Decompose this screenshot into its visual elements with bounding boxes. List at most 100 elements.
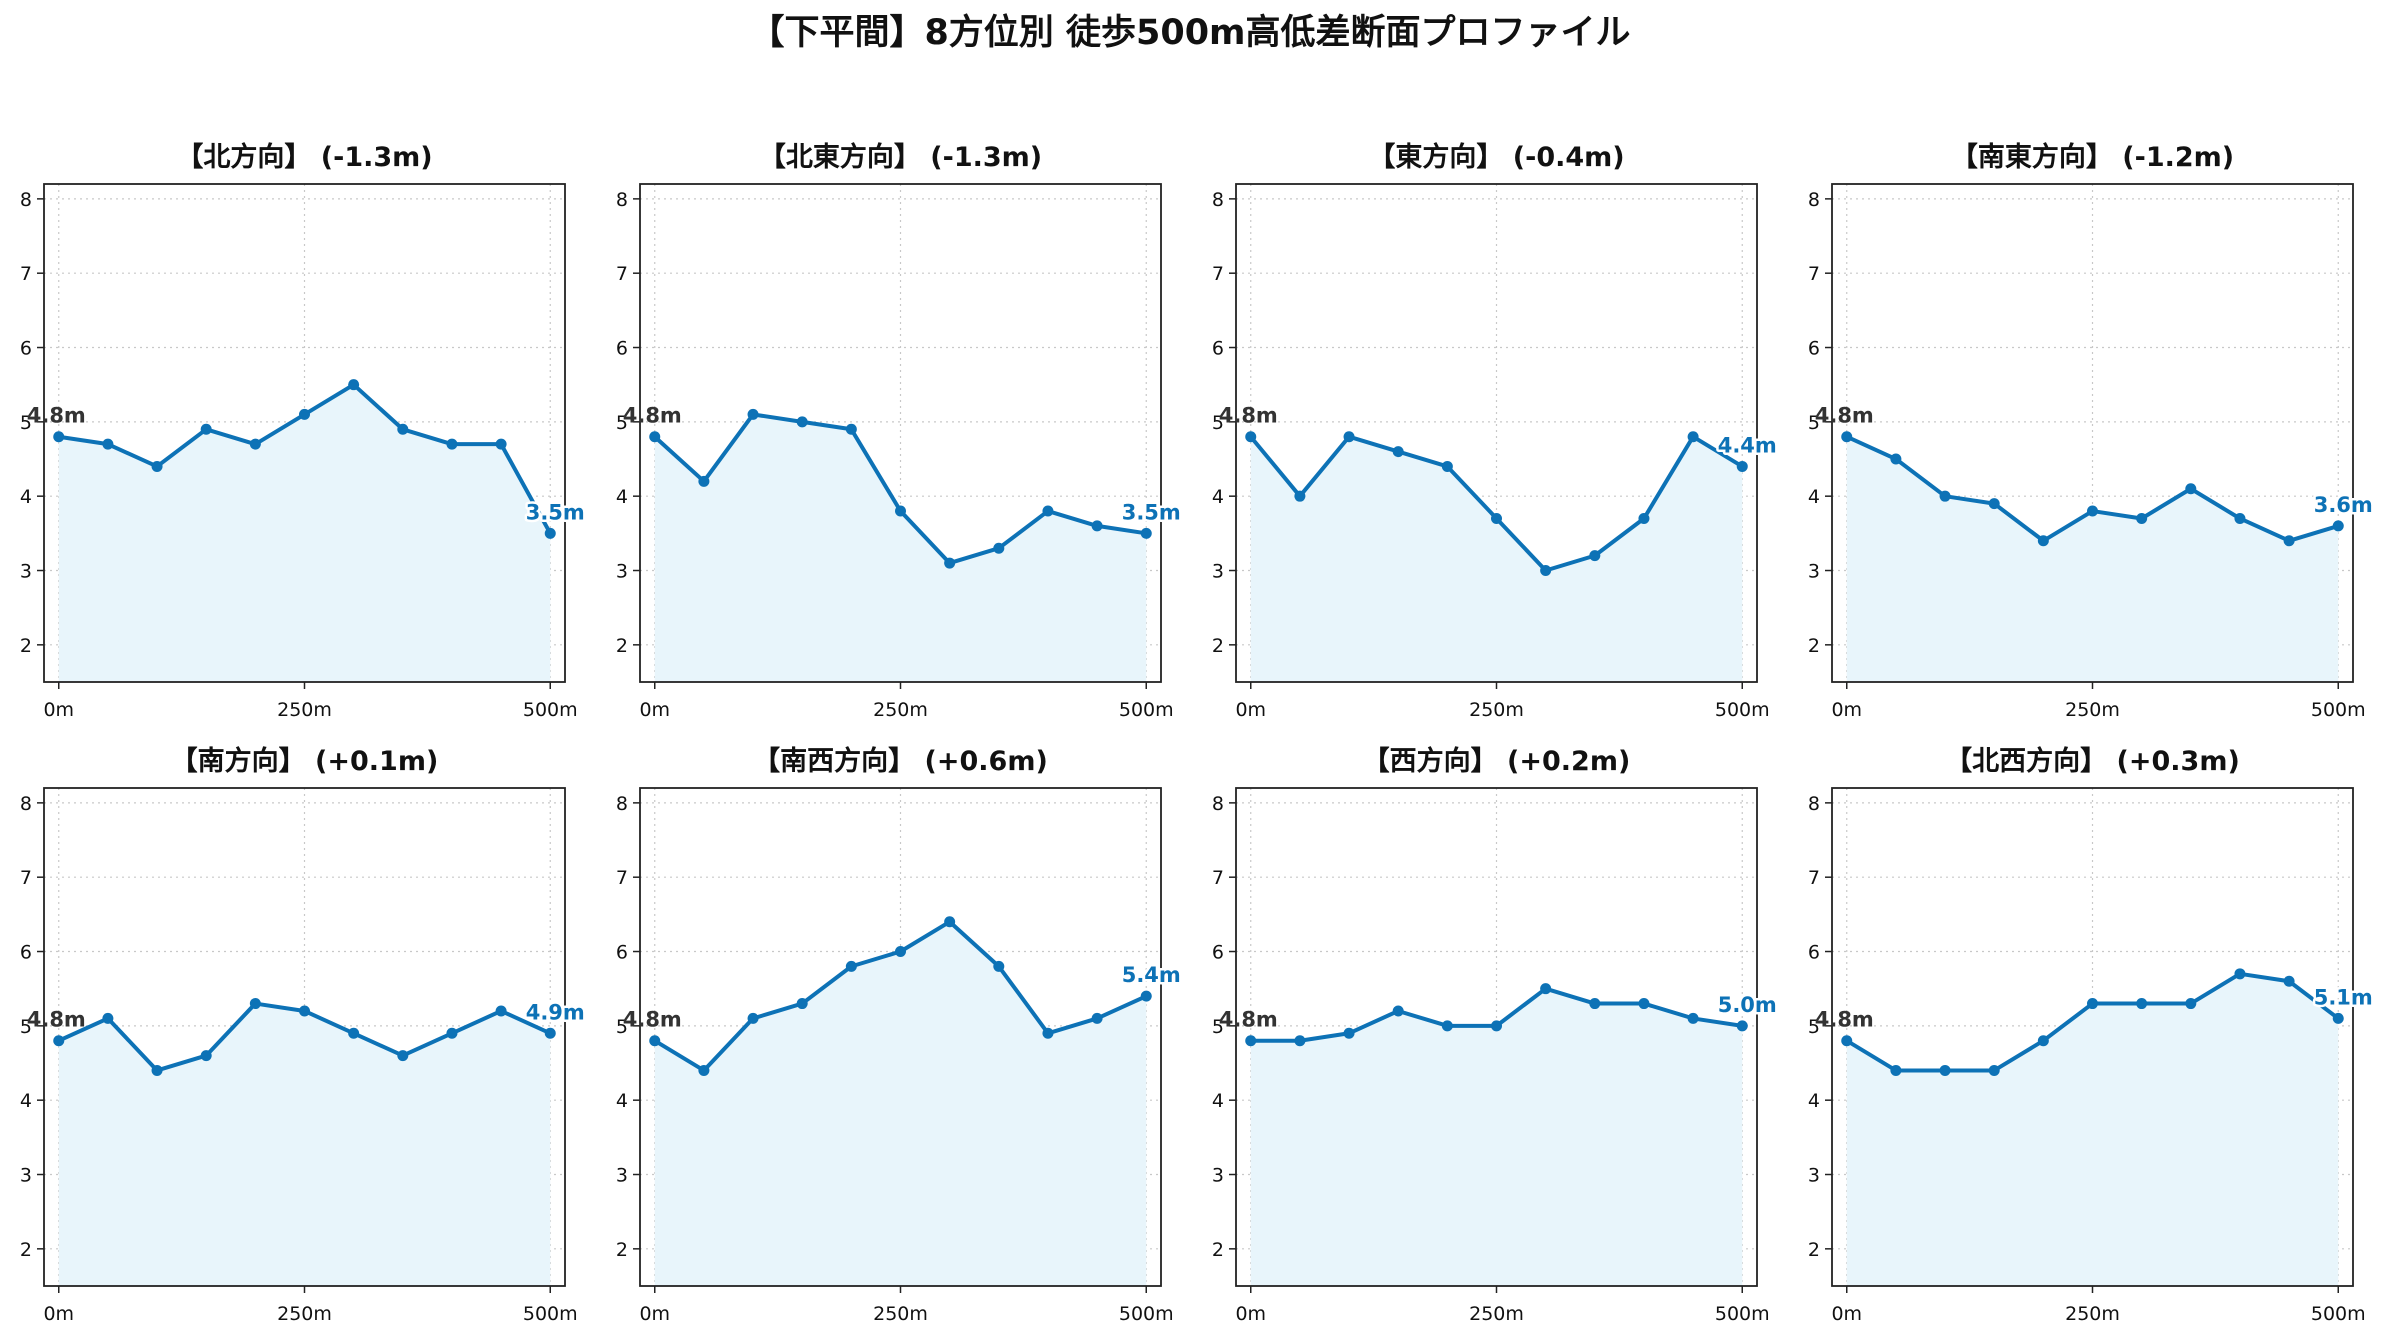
x-tick-label: 250m xyxy=(277,1303,332,1325)
data-point xyxy=(1091,1012,1103,1024)
subplot-title: 【東方向】 (-0.4m) xyxy=(1368,141,1624,173)
y-tick-label: 3 xyxy=(1808,561,1820,583)
y-tick-label: 3 xyxy=(616,1165,628,1187)
y-tick-label: 4 xyxy=(1212,1090,1224,1112)
data-point xyxy=(747,408,759,420)
data-point xyxy=(1890,453,1902,465)
x-tick-label: 0m xyxy=(1831,699,1862,721)
start-elevation-label: 4.8m xyxy=(1219,404,1278,428)
data-point xyxy=(1441,1020,1453,1032)
data-point xyxy=(944,557,956,569)
y-tick-label: 2 xyxy=(1212,635,1224,657)
y-tick-label: 7 xyxy=(1808,263,1820,285)
y-tick-label: 3 xyxy=(1212,1165,1224,1187)
y-tick-label: 5 xyxy=(20,1016,32,1038)
subplot-title: 【南西方向】 (+0.6m) xyxy=(753,745,1048,777)
data-point xyxy=(348,1027,360,1039)
start-elevation-label: 4.8m xyxy=(27,1008,86,1032)
data-point xyxy=(845,960,857,972)
data-point xyxy=(2283,975,2295,987)
x-tick-label: 500m xyxy=(2311,1303,2366,1325)
area-fill xyxy=(1250,988,1743,1286)
subplot-8: 【北西方向】 (+0.3m) 2 3 4 5 6 7 8 0m 250m 500m 4.8m 5.1m xyxy=(1808,745,2375,1325)
data-point xyxy=(1589,550,1601,562)
y-tick-label: 7 xyxy=(616,263,628,285)
y-tick-label: 6 xyxy=(616,942,628,964)
y-tick-label: 2 xyxy=(1808,1239,1820,1261)
y-tick-label: 6 xyxy=(616,338,628,360)
data-point xyxy=(993,960,1005,972)
y-tick-label: 7 xyxy=(1808,867,1820,889)
x-tick-label: 0m xyxy=(43,1303,74,1325)
y-tick-label: 7 xyxy=(1212,263,1224,285)
y-tick-label: 6 xyxy=(1808,942,1820,964)
data-point xyxy=(649,431,661,443)
x-tick-label: 0m xyxy=(1831,1303,1862,1325)
end-elevation-label: 4.4m xyxy=(1718,433,1777,457)
y-tick-label: 6 xyxy=(1808,338,1820,360)
data-point xyxy=(446,1027,458,1039)
data-point xyxy=(2037,535,2049,547)
y-tick-label: 7 xyxy=(20,263,32,285)
y-tick-label: 5 xyxy=(616,1016,628,1038)
y-tick-label: 6 xyxy=(1212,942,1224,964)
data-point xyxy=(1392,1005,1404,1017)
data-point xyxy=(151,460,163,472)
subplot-title: 【北西方向】 (+0.3m) xyxy=(1945,745,2240,777)
start-elevation-label: 4.8m xyxy=(1815,404,1874,428)
start-elevation-label: 4.8m xyxy=(1219,1008,1278,1032)
x-tick-label: 0m xyxy=(639,699,670,721)
y-tick-label: 4 xyxy=(1808,1090,1820,1112)
data-point xyxy=(1441,460,1453,472)
data-point xyxy=(102,1012,114,1024)
data-point xyxy=(1687,1012,1699,1024)
y-tick-label: 3 xyxy=(1212,561,1224,583)
end-elevation-label: 5.0m xyxy=(1718,993,1777,1017)
data-point xyxy=(1841,1035,1853,1047)
data-point xyxy=(2087,505,2098,517)
y-tick-label: 7 xyxy=(616,867,628,889)
y-tick-label: 5 xyxy=(1808,1016,1820,1038)
data-point xyxy=(1491,1020,1502,1032)
data-point xyxy=(1042,1027,1054,1039)
end-elevation-label: 3.5m xyxy=(1122,500,1181,524)
y-tick-label: 4 xyxy=(1212,486,1224,508)
x-tick-label: 250m xyxy=(1469,1303,1524,1325)
y-tick-label: 3 xyxy=(1808,1165,1820,1187)
data-point xyxy=(151,1064,163,1076)
start-elevation-label: 4.8m xyxy=(1815,1008,1874,1032)
y-tick-label: 5 xyxy=(20,412,32,434)
y-tick-label: 2 xyxy=(20,1239,32,1261)
y-tick-label: 5 xyxy=(1808,412,1820,434)
x-tick-label: 250m xyxy=(2065,699,2120,721)
data-point xyxy=(1540,565,1552,577)
start-elevation-label: 4.8m xyxy=(27,404,86,428)
data-point xyxy=(2234,968,2246,980)
y-tick-label: 2 xyxy=(1212,1239,1224,1261)
y-tick-label: 3 xyxy=(20,1165,32,1187)
data-point xyxy=(1687,431,1699,443)
x-tick-label: 500m xyxy=(523,699,578,721)
data-point xyxy=(845,423,857,435)
y-tick-label: 5 xyxy=(1212,412,1224,434)
data-point xyxy=(2332,520,2344,532)
data-point xyxy=(698,475,710,487)
area-fill xyxy=(1846,973,2339,1286)
data-point xyxy=(895,505,906,517)
figure-title: 【下平間】8方位別 徒歩500m高低差断面プロファイル xyxy=(749,13,1630,53)
x-tick-label: 500m xyxy=(1715,1303,1770,1325)
data-point xyxy=(1091,520,1103,532)
area-fill xyxy=(1250,436,1743,682)
data-point xyxy=(200,1050,212,1062)
data-point xyxy=(446,438,458,450)
y-tick-label: 4 xyxy=(616,1090,628,1112)
y-tick-label: 7 xyxy=(1212,867,1224,889)
area-fill xyxy=(1846,436,2339,682)
data-point xyxy=(53,431,65,443)
subplot-title: 【南東方向】 (-1.2m) xyxy=(1951,141,2234,173)
data-point xyxy=(698,1064,710,1076)
data-point xyxy=(1540,983,1552,995)
data-point xyxy=(544,1027,556,1039)
end-elevation-label: 4.9m xyxy=(526,1000,585,1024)
